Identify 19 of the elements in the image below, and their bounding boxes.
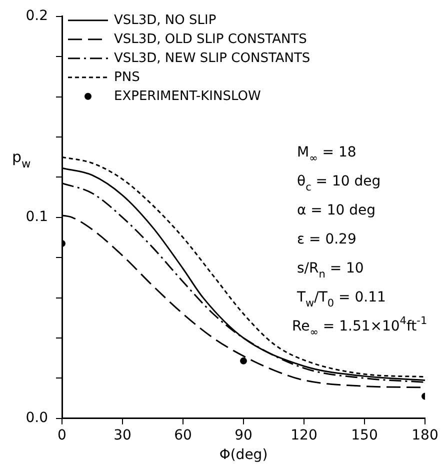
annotation: α = 10 deg bbox=[297, 202, 376, 218]
legend-label: VSL3D, OLD SLIP CONSTANTS bbox=[114, 32, 307, 47]
legend-label: PNS bbox=[114, 70, 140, 85]
y-tick-label: 0.0 bbox=[26, 410, 48, 426]
x-tick-label: 0 bbox=[58, 427, 66, 444]
x-tick-label: 60 bbox=[174, 427, 192, 444]
x-tick-label: 180 bbox=[412, 427, 438, 444]
x-tick-label: 150 bbox=[351, 427, 378, 444]
annotation: ε = 0.29 bbox=[297, 231, 356, 248]
x-tick-label: 120 bbox=[290, 427, 318, 444]
y-tick-label: 0.1 bbox=[26, 209, 48, 226]
legend-label: VSL3D, NO SLIP bbox=[114, 12, 216, 28]
x-tick-label: 30 bbox=[114, 427, 132, 444]
x-tick-label: 90 bbox=[234, 427, 252, 444]
legend-label: VSL3D, NEW SLIP CONSTANTS bbox=[114, 50, 310, 66]
annotation: M∞ = 18 bbox=[297, 144, 356, 164]
y-tick-label: 0.2 bbox=[26, 8, 48, 24]
x-axis-title: Φ(deg) bbox=[219, 447, 268, 464]
legend-label: EXPERIMENT-KINSLOW bbox=[114, 88, 261, 104]
